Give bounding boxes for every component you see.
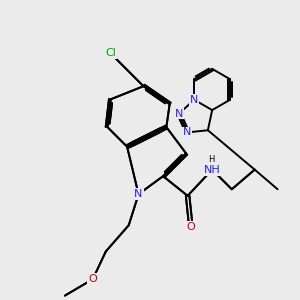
Text: Cl: Cl — [105, 49, 116, 58]
Text: NH: NH — [204, 165, 220, 175]
Text: O: O — [187, 222, 195, 232]
Text: N: N — [175, 109, 183, 118]
Text: H: H — [208, 155, 215, 164]
Text: O: O — [88, 274, 97, 284]
Text: N: N — [134, 189, 143, 199]
Text: N: N — [190, 95, 199, 105]
Text: N: N — [183, 128, 192, 137]
